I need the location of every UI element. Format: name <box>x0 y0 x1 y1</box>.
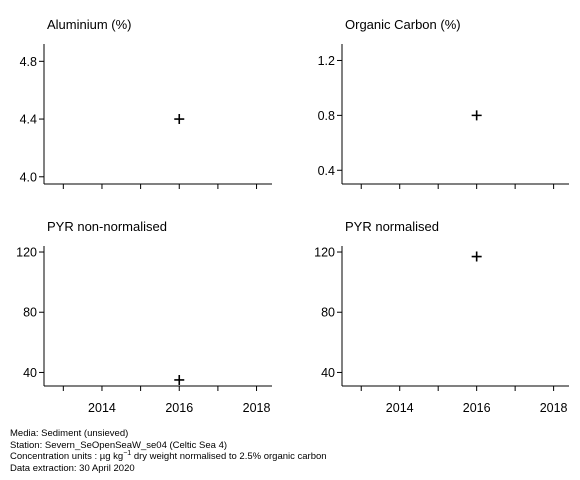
panel-title: PYR non-normalised <box>47 219 167 234</box>
x-tick-label: 2018 <box>243 401 271 415</box>
x-tick-label: 2016 <box>165 401 193 415</box>
x-tick-label: 2016 <box>463 401 491 415</box>
units-prefix: Concentration units : µg kg <box>10 451 124 462</box>
y-tick-label: 4.8 <box>20 55 37 69</box>
y-tick-label: 0.4 <box>318 164 335 178</box>
y-tick-label: 4.4 <box>20 113 37 127</box>
station-text: Station: Severn_SeOpenSeaW_se04 (Celtic … <box>10 439 228 451</box>
extraction-text: Data extraction: 30 April 2020 <box>10 462 135 474</box>
panel-title: PYR normalised <box>345 219 439 234</box>
units-suffix: dry weight normalised to 2.5% organic ca… <box>131 451 327 462</box>
chart-panel-1: Aluminium (%) 4.0 4.4 4.8 <box>20 17 272 189</box>
y-tick-label: 80 <box>321 306 335 320</box>
y-tick-label: 40 <box>321 366 335 380</box>
y-tick-label: 120 <box>16 246 37 260</box>
chart-panel-4: PYR normalised 40 80 120 2014 2016 2018 <box>314 219 569 415</box>
data-point <box>471 110 482 121</box>
data-point <box>471 251 482 262</box>
y-tick-label: 80 <box>23 306 37 320</box>
data-point <box>174 374 185 385</box>
x-tick-label: 2018 <box>540 401 568 415</box>
chart-caption: Media: Sediment (unsieved) Station: Seve… <box>10 428 327 474</box>
media-text: Media: Sediment (unsieved) <box>10 428 129 439</box>
x-tick-label: 2014 <box>386 401 414 415</box>
panel-title: Organic Carbon (%) <box>345 17 461 32</box>
units-text: Concentration units : µg kg−1 dry weight… <box>10 449 327 463</box>
y-tick-label: 1.2 <box>318 54 335 68</box>
y-tick-label: 4.0 <box>20 170 37 184</box>
units-exponent: −1 <box>123 449 132 457</box>
chart-panel-2: Organic Carbon (%) 0.4 0.8 1.2 <box>318 17 569 189</box>
chart-panel-3: PYR non-normalised 40 80 120 2014 2016 2018 <box>16 219 272 415</box>
panel-title: Aluminium (%) <box>47 17 132 32</box>
y-tick-label: 40 <box>23 366 37 380</box>
y-tick-label: 0.8 <box>318 109 335 123</box>
data-point <box>174 114 185 125</box>
y-tick-label: 120 <box>314 246 335 260</box>
x-tick-label: 2014 <box>88 401 116 415</box>
